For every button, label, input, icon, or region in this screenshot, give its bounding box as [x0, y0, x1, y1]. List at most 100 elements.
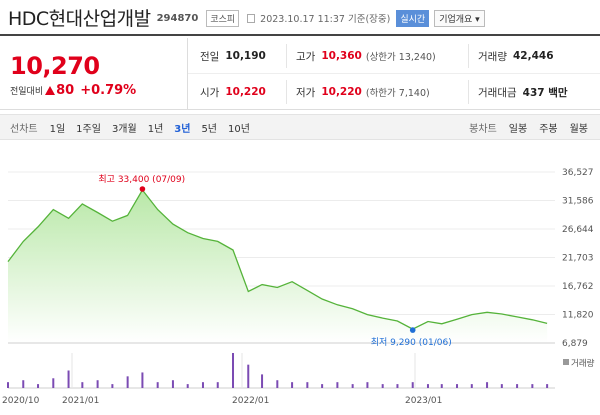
divider: [468, 80, 469, 104]
company-name: HDC현대산업개발: [8, 7, 151, 30]
high-price: 고가 10,360 (상한가 13,240): [296, 38, 436, 74]
divider: [286, 80, 287, 104]
volume-bar: [247, 364, 250, 388]
high-marker: [139, 186, 146, 192]
volume-bar: [291, 382, 294, 388]
volume-value: 42,446: [512, 50, 554, 62]
tab-3m[interactable]: 3개월: [111, 123, 137, 135]
low-price: 저가 10,220 (하한가 7,140): [296, 74, 430, 110]
prev-close-value: 10,190: [225, 50, 266, 62]
price-line: [7, 188, 548, 330]
change-percent: +0.79%: [80, 83, 137, 98]
x-tick-label: 2022/01: [232, 396, 269, 406]
volume-bar: [500, 384, 503, 388]
tab-10y[interactable]: 10년: [228, 123, 250, 135]
y-tick-label: 6,879: [562, 339, 588, 349]
quote-time-text: 2023.10.17 11:37 기준(장중): [260, 14, 391, 25]
low-value: 10,220: [321, 86, 362, 98]
volume-legend-swatch: [563, 359, 569, 365]
divider: [286, 44, 287, 68]
volume-bar: [232, 353, 235, 388]
price-box: 10,270 전일대비 80 +0.79%: [0, 38, 188, 110]
chart-tabs: 선차트 1일 1주일 3개월 1년 3년 5년 10년 봉차트 일봉 주봉 월봉: [0, 114, 600, 140]
volume-bar: [366, 382, 369, 388]
market-badge: 코스피: [206, 9, 240, 27]
current-price: 10,270: [10, 52, 100, 80]
volume-bar: [411, 382, 414, 388]
volume-bar: [396, 384, 399, 388]
volume-bar: [516, 384, 519, 388]
volume-bar: [201, 382, 204, 388]
divider: [468, 44, 469, 68]
volume-bar: [351, 384, 354, 388]
realtime-button[interactable]: 실시간: [396, 9, 430, 27]
volume-label: 거래량: [571, 358, 595, 369]
volume-bar: [531, 384, 534, 388]
y-tick-label: 21,703: [562, 254, 594, 264]
volume-bar: [81, 382, 84, 388]
volume-bar: [171, 380, 174, 388]
tab-1y[interactable]: 1년: [147, 123, 164, 135]
tab-monthly-candle[interactable]: 월봉: [569, 123, 588, 135]
candle-chart-label: 봉차트: [469, 123, 497, 135]
company-info-dropdown[interactable]: 기업개요 ▾: [434, 9, 485, 27]
high-value: 10,360: [321, 50, 362, 62]
volume-bar: [67, 370, 70, 388]
volume-bar: [321, 384, 324, 388]
calendar-icon: [247, 13, 256, 23]
volume-bar: [7, 382, 9, 388]
tab-3y[interactable]: 3년: [174, 123, 191, 135]
low-marker: [409, 327, 416, 333]
low-label: 저가: [296, 86, 316, 99]
x-tick-label: 2023/01: [405, 396, 442, 406]
y-tick-label: 36,527: [562, 168, 594, 178]
volume-bar: [96, 380, 99, 388]
low-annotation: 최저 9,290 (01/06): [371, 337, 452, 348]
tab-5y[interactable]: 5년: [201, 123, 217, 135]
volume-bar: [156, 382, 159, 388]
prev-close: 전일 10,190: [200, 38, 266, 74]
stat-row-1: 전일 10,190 고가 10,360 (상한가 13,240) 거래량 42,…: [188, 38, 600, 74]
stat-row-2: 시가 10,220 저가 10,220 (하한가 7,140) 거래대금 437…: [188, 74, 600, 110]
y-tick-label: 31,586: [562, 197, 594, 207]
volume: 거래량 42,446: [478, 38, 554, 74]
tab-1w[interactable]: 1주일: [76, 123, 101, 135]
tab-daily-candle[interactable]: 일봉: [508, 123, 528, 135]
stock-header: HDC현대산업개발 294870 코스피 2023.10.17 11:37 기준…: [0, 0, 600, 36]
up-arrow-icon: [45, 86, 56, 95]
volume-bar: [336, 382, 339, 388]
volume-bar: [37, 384, 40, 388]
high-label: 고가: [296, 50, 316, 63]
open-label: 시가: [200, 86, 220, 99]
volume-bar: [306, 382, 309, 388]
line-chart-label: 선차트: [10, 123, 38, 135]
volume-bar: [546, 384, 549, 388]
volume-bar: [486, 382, 489, 388]
y-tick-label: 26,644: [562, 225, 594, 235]
volume-bar: [141, 372, 144, 388]
volume-bar: [22, 380, 25, 388]
price-chart[interactable]: 36,527 31,586 26,644 21,703 16,762 11,820 6,87…: [0, 148, 600, 415]
volume-label: 거래량: [478, 50, 507, 63]
amount-label: 거래대금: [478, 86, 517, 99]
price-area: [8, 190, 548, 343]
tab-1d[interactable]: 1일: [49, 123, 66, 135]
volume-bar: [216, 382, 219, 388]
volume-bar: [126, 376, 129, 388]
volume-bar: [111, 384, 114, 388]
stock-code: 294870: [156, 13, 199, 24]
change-row: 전일대비 80 +0.79%: [10, 83, 136, 98]
quote-panel: 10,270 전일대비 80 +0.79% 전일 10,190 고가 10,36…: [0, 38, 600, 110]
change-value: 80: [56, 83, 75, 98]
volume-bar: [470, 384, 473, 388]
volume-bar: [52, 378, 55, 388]
volume-bar: [381, 384, 384, 388]
lower-limit: (하한가 7,140): [365, 88, 430, 99]
volume-bar: [456, 384, 459, 388]
tab-weekly-candle[interactable]: 주봉: [539, 123, 558, 135]
volume-bar: [426, 384, 429, 388]
upper-limit: (상한가 13,240): [365, 52, 436, 63]
change-label: 전일대비: [10, 87, 44, 97]
open-price: 시가 10,220: [200, 74, 266, 110]
amount-value: 437 백만: [522, 86, 568, 99]
